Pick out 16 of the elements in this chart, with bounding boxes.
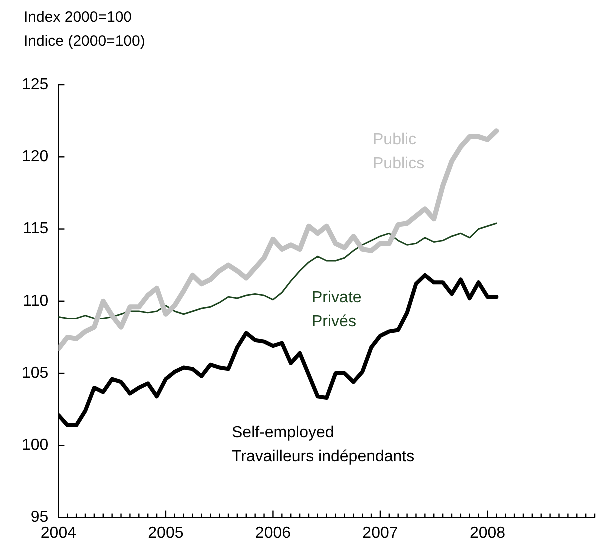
x-tick-label: 2006: [255, 524, 292, 542]
y-tick-label: 120: [22, 148, 49, 166]
series-label: Public Publics: [373, 131, 425, 172]
x-tick-label: 2004: [40, 524, 77, 542]
x-tick-label: 2005: [148, 524, 184, 542]
y-tick-label: 105: [22, 364, 49, 382]
y-tick-label: 100: [22, 437, 49, 454]
y-tick-label: 95: [30, 509, 49, 526]
series-label: Private Privés: [312, 289, 362, 330]
x-tick-label: 2007: [362, 524, 398, 542]
y-axis-title: Index 2000=100 Indice (2000=100): [24, 8, 146, 52]
x-tick-label: 2008: [470, 524, 506, 542]
y-tick-label: 125: [22, 76, 49, 94]
y-tick-label: 115: [23, 220, 49, 238]
text: Self-employed Travailleurs indépendants: [232, 424, 415, 466]
y-tick-label: 110: [23, 292, 49, 310]
